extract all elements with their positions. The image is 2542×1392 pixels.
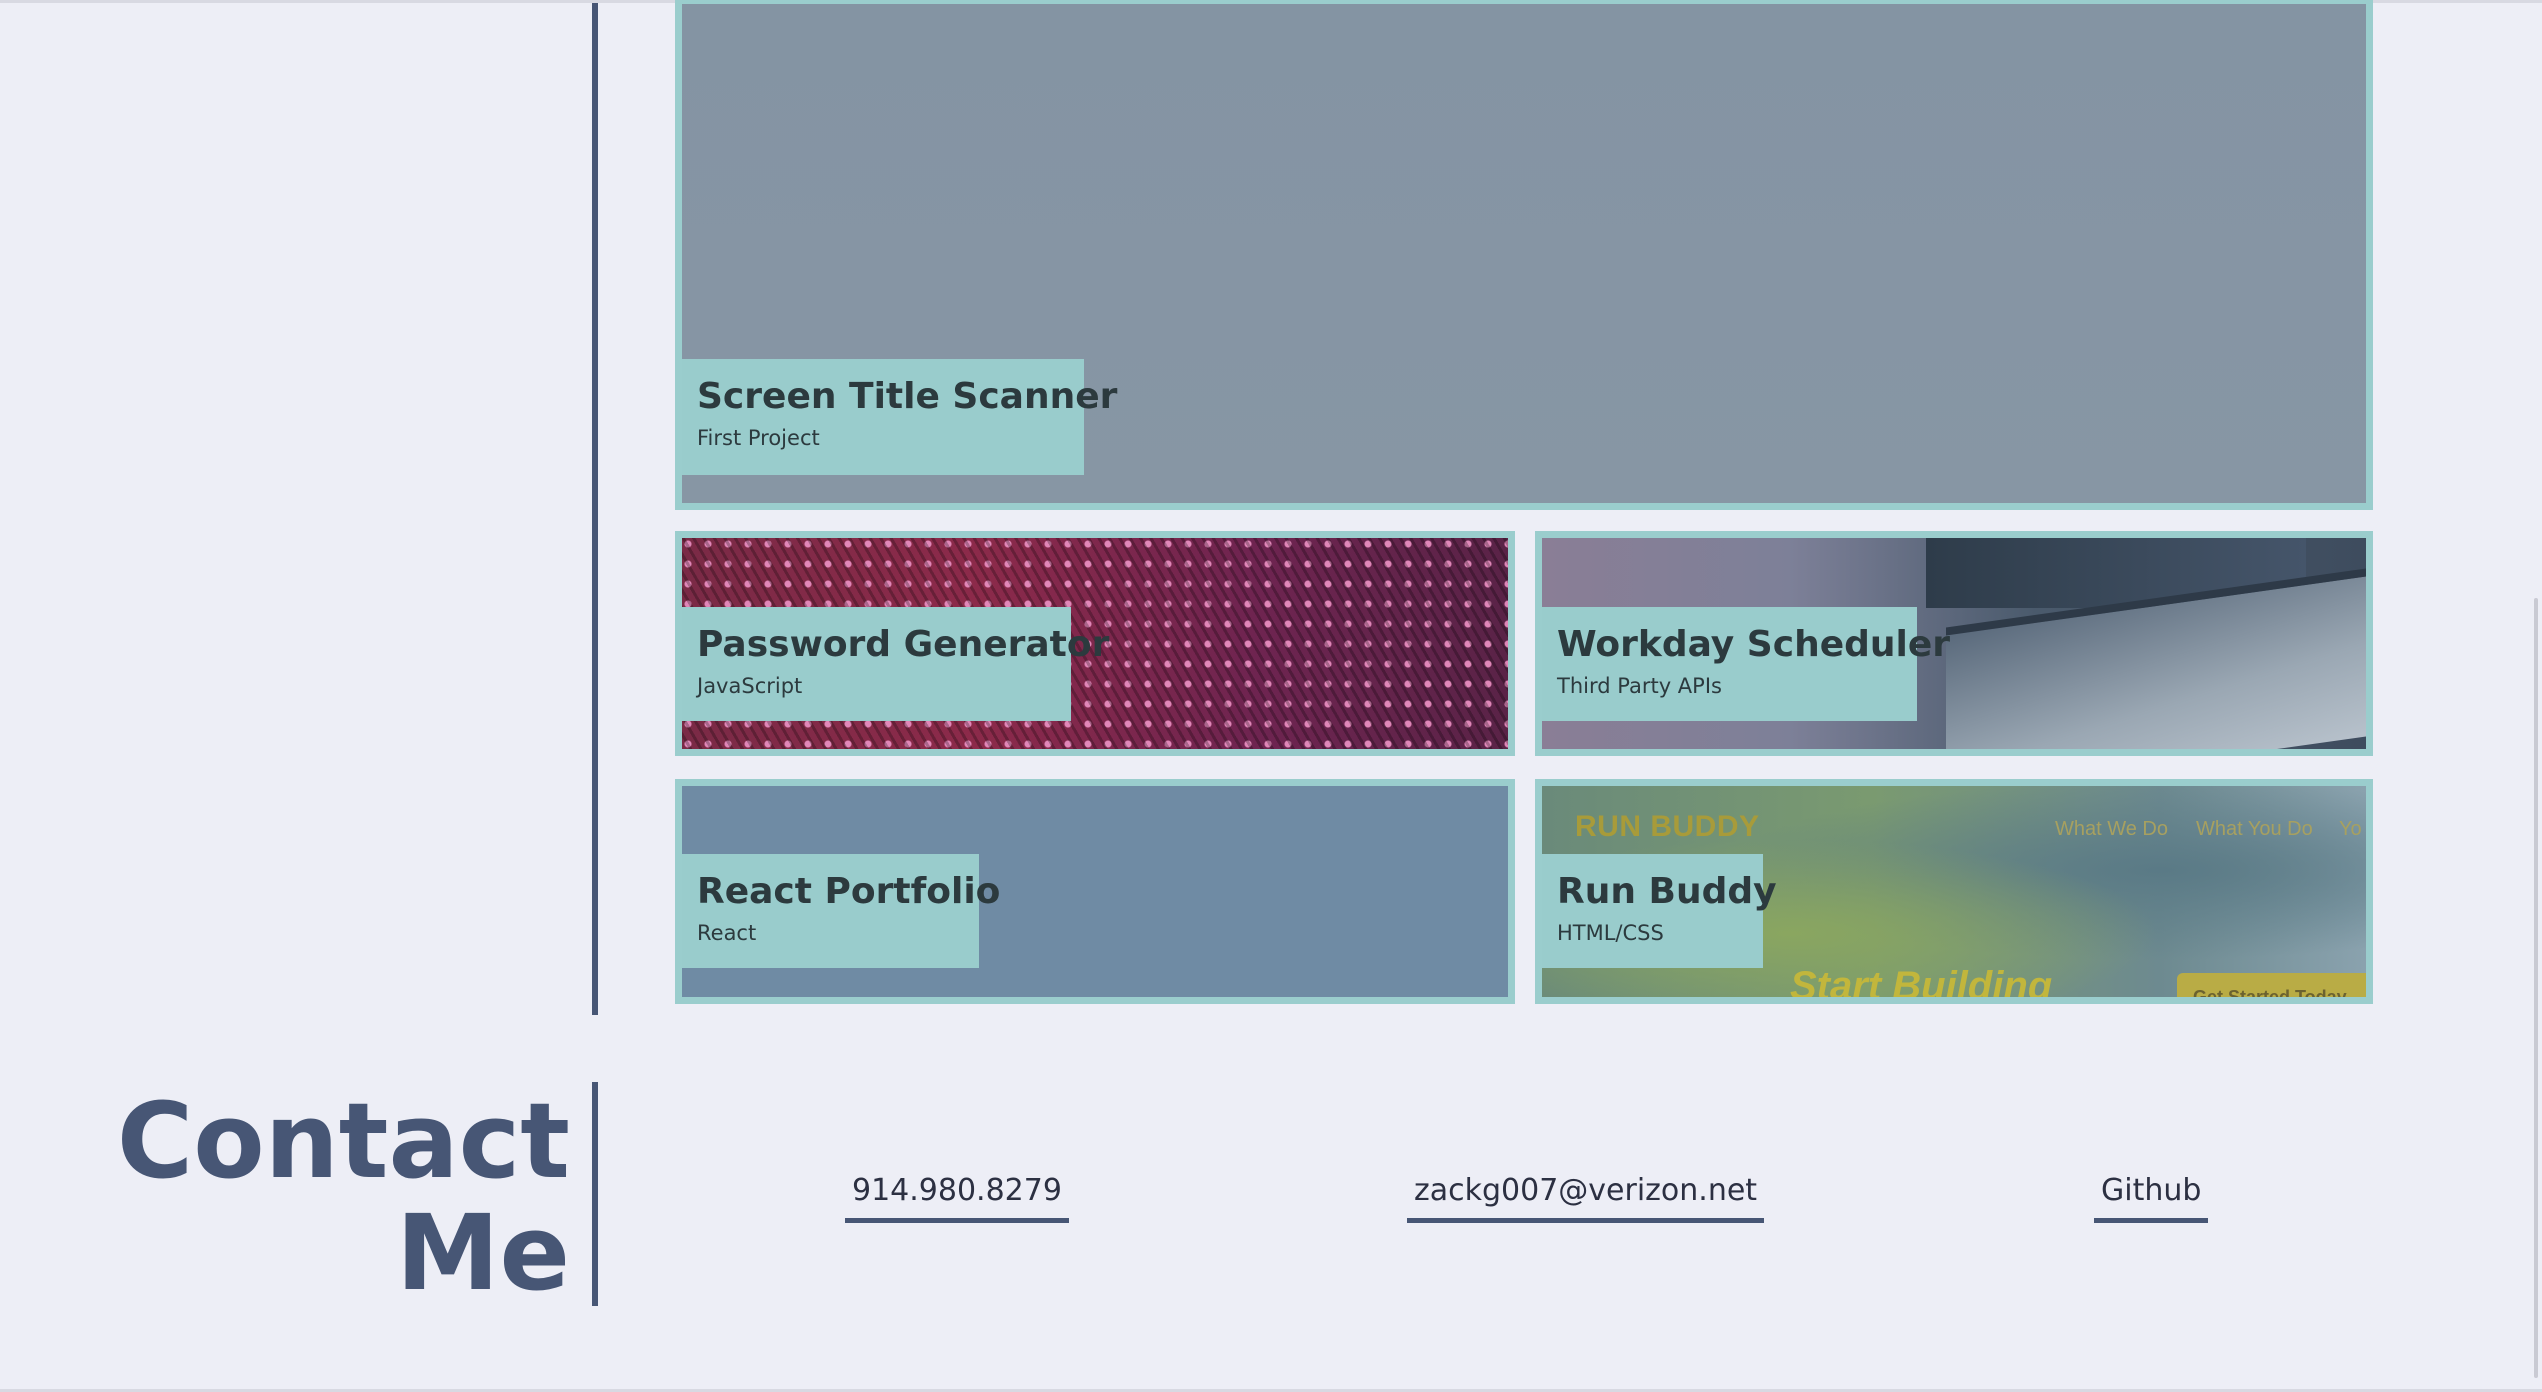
project-label: Run Buddy HTML/CSS (1542, 854, 1763, 968)
project-card-react-portfolio[interactable]: React Portfolio React (675, 779, 1515, 1004)
project-title: Run Buddy (1557, 872, 1747, 912)
run-buddy-preview-cta: Get Started Today (2177, 973, 2373, 1004)
project-subtitle: React (697, 920, 963, 946)
project-title: Password Generator (697, 625, 1055, 665)
contact-heading: Contact Me (117, 1085, 570, 1309)
project-subtitle: JavaScript (697, 673, 1055, 699)
contact-heading-line2: Me (117, 1197, 570, 1309)
project-title: React Portfolio (697, 872, 963, 912)
scrollbar-thumb[interactable] (2534, 598, 2538, 1378)
project-card-screen-title-scanner[interactable]: Screen Title Scanner First Project (675, 0, 2373, 510)
project-subtitle: HTML/CSS (1557, 920, 1747, 946)
project-card-workday-scheduler[interactable]: Workday Scheduler Third Party APIs (1535, 531, 2373, 756)
run-buddy-preview-nav-item: What We Do (2055, 818, 2168, 841)
project-label: Screen Title Scanner First Project (682, 359, 1084, 475)
run-buddy-preview-hero: Start Building (1790, 964, 2052, 1004)
run-buddy-preview-nav-item: What You Do (2196, 818, 2313, 841)
phone-link[interactable]: 914.980.8279 (845, 1172, 1069, 1223)
project-title: Screen Title Scanner (697, 377, 1068, 417)
run-buddy-preview-nav-item: Yo (2339, 818, 2362, 841)
scrollbar[interactable] (2526, 0, 2542, 1392)
contact-section-divider (592, 1082, 598, 1306)
work-section-divider (592, 3, 598, 1015)
project-label: Password Generator JavaScript (682, 607, 1071, 721)
project-card-password-generator[interactable]: Password Generator JavaScript (675, 531, 1515, 756)
project-subtitle: First Project (697, 425, 1068, 451)
email-link[interactable]: zackg007@verizon.net (1407, 1172, 1764, 1223)
project-label: React Portfolio React (682, 854, 979, 968)
project-card-run-buddy[interactable]: RUN BUDDY What We Do What You Do Yo Star… (1535, 779, 2373, 1004)
contact-heading-line1: Contact (117, 1085, 570, 1197)
github-link[interactable]: Github (2094, 1172, 2208, 1223)
project-label: Workday Scheduler Third Party APIs (1542, 607, 1917, 721)
project-title: Workday Scheduler (1557, 625, 1901, 665)
run-buddy-preview-brand: RUN BUDDY (1575, 810, 1760, 844)
project-subtitle: Third Party APIs (1557, 673, 1901, 699)
